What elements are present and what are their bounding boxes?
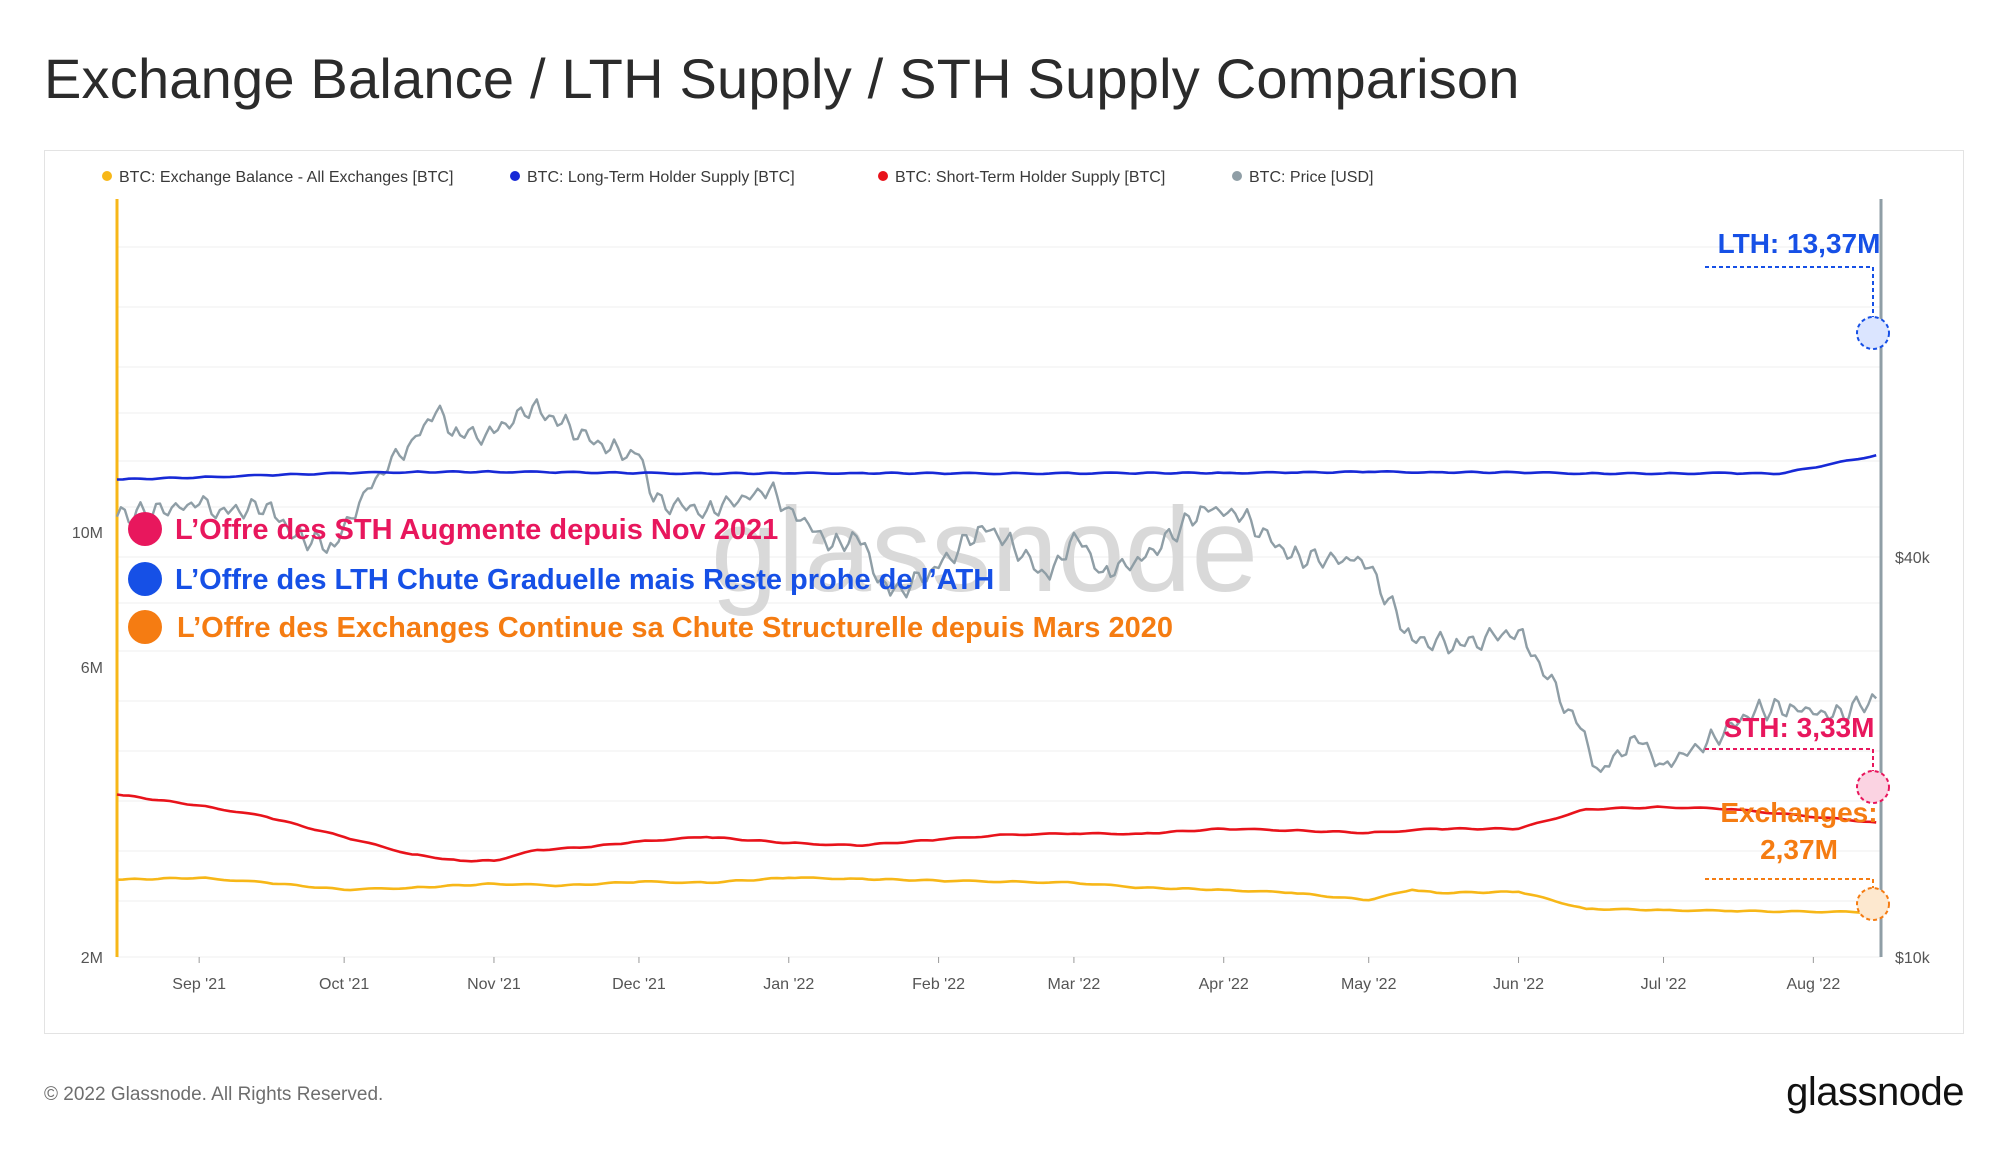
legend: BTC: Exchange Balance - All Exchanges [B… (102, 169, 1373, 186)
series-line-lth (116, 454, 1877, 481)
x-tick-label: Nov '21 (467, 976, 521, 993)
legend-swatch (878, 171, 888, 181)
annotation-label: L’Offre des LTH Chute Graduelle mais Res… (175, 564, 994, 596)
exchange-callout-label: 2,37M (1760, 834, 1838, 865)
legend-item-label[interactable]: BTC: Long-Term Holder Supply [BTC] (527, 169, 795, 186)
x-tick-label: Jul '22 (1641, 976, 1687, 993)
exchange-callout-marker (1856, 887, 1890, 921)
x-tick-label: May '22 (1341, 976, 1397, 993)
x-tick-label: Sep '21 (172, 976, 226, 993)
annotation-label: L’Offre des STH Augmente depuis Nov 2021 (175, 514, 778, 546)
axis-layer: 2M 6M 10M $10k $40k Sep '21 Oct '21 Nov '21 Dec … (72, 199, 1931, 993)
glassnode-logo: glassnode (1786, 1070, 1964, 1114)
x-tick-label: Aug '22 (1786, 976, 1840, 993)
legend-item-label[interactable]: BTC: Exchange Balance - All Exchanges [B… (119, 169, 453, 186)
legend-swatch (102, 171, 112, 181)
grid-layer (117, 246, 1881, 958)
series-line-exchange (116, 876, 1877, 914)
x-tick-label: Feb '22 (912, 976, 965, 993)
annotation-dot (128, 512, 162, 546)
y-right-tick-label: $10k (1895, 950, 1931, 967)
y-left-tick-label: 2M (81, 950, 103, 967)
legend-item-label[interactable]: BTC: Price [USD] (1249, 169, 1373, 186)
callouts: LTH: 13,37M STH: 3,33M Exchanges: 2,37M (1705, 228, 1890, 921)
watermark: glassnode (711, 483, 1258, 617)
annotation-list: L’Offre des STH Augmente depuis Nov 2021… (128, 512, 1173, 644)
annotation-label: L’Offre des Exchanges Continue sa Chute … (177, 612, 1173, 644)
x-tick-label: Apr '22 (1199, 976, 1249, 993)
y-left-tick-label: 10M (72, 525, 103, 542)
x-tick-label: Oct '21 (319, 976, 369, 993)
series-layer (115, 398, 1878, 914)
sth-callout-label: STH: 3,33M (1724, 712, 1875, 743)
annotation-dot (128, 562, 162, 596)
legend-item-label[interactable]: BTC: Short-Term Holder Supply [BTC] (895, 169, 1165, 186)
y-right-tick-label: $40k (1895, 550, 1931, 567)
y-left-tick-label: 6M (81, 660, 103, 677)
annotation-dot (128, 610, 162, 644)
lth-callout-marker (1856, 316, 1890, 350)
page-title: Exchange Balance / LTH Supply / STH Supp… (44, 47, 1520, 110)
copyright-text: © 2022 Glassnode. All Rights Reserved. (44, 1084, 384, 1105)
x-tick-label: Mar '22 (1047, 976, 1100, 993)
chart-svg: glassnode 2M 6M 10M $10k $40k Sep '21 Oct '21 N… (72, 169, 1931, 993)
series-line-sth (116, 793, 1877, 863)
series-line-price (115, 398, 1878, 773)
exchange-callout-label: Exchanges: (1720, 797, 1877, 828)
lth-callout-label: LTH: 13,37M (1718, 228, 1881, 259)
chart-panel: glassnode 2M 6M 10M $10k $40k Sep '21 Oct '21 N… (44, 150, 1964, 1034)
x-tick-label: Jan '22 (763, 976, 814, 993)
sth-callout-marker (1856, 770, 1890, 804)
x-tick-label: Dec '21 (612, 976, 666, 993)
x-tick-label: Jun '22 (1493, 976, 1544, 993)
legend-swatch (1232, 171, 1242, 181)
legend-swatch (510, 171, 520, 181)
